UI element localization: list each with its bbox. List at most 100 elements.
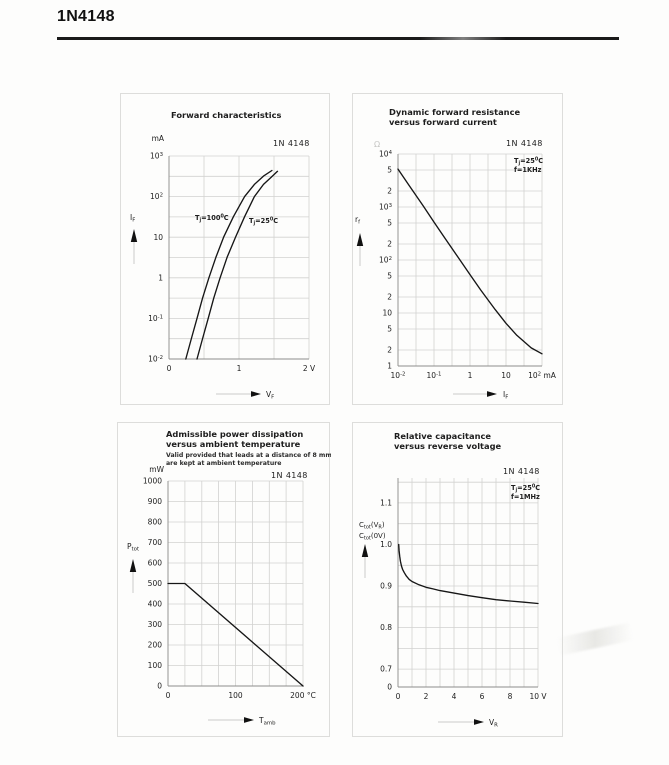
y-tick-label: 103: [150, 152, 163, 161]
y-unit-label: mA: [152, 134, 165, 143]
y-tick-label: 2: [387, 240, 392, 249]
curve-ptot: [167, 582, 304, 687]
condition-tj: Tj=250C: [511, 483, 540, 493]
y-tick-label: 102: [150, 192, 163, 201]
x-tick-label: 10 V: [529, 692, 547, 701]
chart-texts: Forward characteristics mA 1N 4148 IF VF Tj=1…: [130, 110, 310, 401]
axis-arrows: [129, 559, 254, 723]
chart-title: Admissible power dissipation: [166, 429, 303, 439]
y-tick-label: 600: [148, 559, 163, 568]
chart-subtitle-line2: are kept at ambient temperature: [166, 460, 282, 467]
x-tick-label: 10-1: [427, 371, 442, 380]
axis-arrows: [356, 233, 497, 397]
x-tick-label: 2: [424, 692, 429, 701]
x-tick-label: 200 °C: [290, 691, 316, 700]
scan-smudge: [556, 622, 634, 656]
x-axis-arrow-icon: [251, 391, 261, 397]
axis-arrows: [361, 544, 484, 725]
x-tick-label: 0: [167, 364, 172, 373]
y-tick-label: 5: [387, 166, 392, 175]
x-tick-label: 0: [166, 691, 171, 700]
device-label: 1N 4148: [503, 467, 540, 476]
y-tick-label: 0.7: [380, 665, 392, 674]
x-tick-label: 2 V: [303, 364, 316, 373]
x-tick-label: 10-2: [391, 371, 406, 380]
y-tick-label: 100: [148, 661, 163, 670]
power-dissipation-chart: 0 100 200 °C100090080070060050040030020010…: [127, 429, 331, 727]
device-label: 1N 4148: [271, 471, 308, 480]
y-axis-quantity: Ptot: [127, 542, 139, 553]
y-tick-label: 10-1: [148, 314, 163, 323]
x-axis-quantity: IF: [503, 390, 508, 401]
x-axis-arrow-icon: [474, 719, 484, 725]
y-tick-label: 1.0: [380, 540, 392, 549]
y-tick-label: 1000: [143, 477, 162, 486]
y-axis-arrow-icon: [361, 544, 369, 557]
y-tick-label: 103: [379, 203, 392, 212]
y-tick-label: 2: [387, 293, 392, 302]
tick-labels: 0 2 4 6 8 10 V 1.1 1.0 0.9 0.8 0.7 0: [380, 499, 547, 701]
y-axis-arrow-icon: [356, 233, 364, 246]
chart-subtitle: Valid provided that leads at a distance …: [166, 452, 331, 459]
panel-relative-capacitance: 0 2 4 6 8 10 V 1.1 1.0 0.9 0.8 0.7 0 Relative capaci…: [352, 422, 563, 737]
y-axis-quantity: rf: [355, 215, 360, 226]
condition-f: f=1MHz: [511, 493, 540, 501]
y-tick-label: 5: [387, 272, 392, 281]
y-axis-arrow-icon: [129, 559, 137, 572]
chart-title-line2: versus reverse voltage: [394, 441, 502, 451]
x-tick-label: 0: [396, 692, 401, 701]
x-tick-label: 8: [508, 692, 513, 701]
y-axis-quantity-numerator: Ctot(VR): [359, 521, 385, 531]
chart-title-line2: versus forward current: [389, 117, 497, 127]
y-axis-arrow-icon: [130, 229, 138, 242]
device-label: 1N 4148: [506, 139, 543, 148]
x-tick-label: 6: [480, 692, 485, 701]
curve-label-tj25: Tj=250C: [249, 216, 278, 226]
y-tick-label: 200: [148, 641, 163, 650]
grid: [167, 480, 304, 687]
y-tick-label: 104: [379, 150, 393, 159]
y-tick-label: 800: [148, 518, 163, 527]
y-tick-label: 10: [382, 309, 392, 318]
y-tick-label: 1: [387, 362, 392, 371]
curves: [398, 543, 539, 605]
axes: [397, 154, 542, 367]
tick-labels: 10-2 10-1 1 10 102 mA 104 5 2 103 5 2 102 5 2 10 5 2 1: [379, 150, 557, 380]
y-tick-label: 400: [148, 600, 163, 609]
chart-title: Relative capacitance: [394, 431, 491, 441]
chart-title: Forward characteristics: [171, 110, 282, 120]
device-label: 1N 4148: [273, 139, 310, 148]
x-tick-label: 1: [237, 364, 242, 373]
curve-tj100: [185, 169, 273, 360]
chart-title: Dynamic forward resistance: [389, 107, 521, 117]
panel-power-dissipation: 0 100 200 °C 1000 900 800 700 600 500 400 300 200 10…: [117, 422, 331, 737]
curve-tj25: [196, 170, 279, 360]
panel-dynamic-forward-resistance: 10-2 10-1 1 10 102 mA 104 5 2 103 5 2 102 5 2 10 5 2 1 Dyn…: [352, 93, 563, 405]
x-axis-quantity: VR: [489, 718, 498, 729]
y-tick-label: 500: [148, 579, 163, 588]
grid: [397, 478, 539, 687]
chart-title-line2: versus ambient temperature: [166, 439, 301, 449]
y-tick-label: 900: [148, 497, 163, 506]
curves: [185, 169, 279, 360]
y-tick-label: 2: [387, 346, 392, 355]
y-tick-label: 300: [148, 620, 163, 629]
x-axis-quantity: Tamb: [258, 716, 276, 727]
x-tick-label: 1: [468, 371, 473, 380]
y-tick-label: 0.8: [380, 623, 392, 632]
y-tick-label: 0: [387, 683, 392, 692]
x-tick-label: 10: [501, 371, 511, 380]
dynamic-forward-resistance-chart: 10-2 10-1 1 10 102 mA10452103521025210521Dyn…: [355, 107, 557, 401]
y-tick-label: 2: [387, 187, 392, 196]
grid: [168, 155, 310, 360]
curves: [397, 168, 543, 355]
y-tick-label: 0.9: [380, 582, 392, 591]
axes: [168, 156, 309, 360]
x-axis-quantity: VF: [266, 390, 274, 401]
